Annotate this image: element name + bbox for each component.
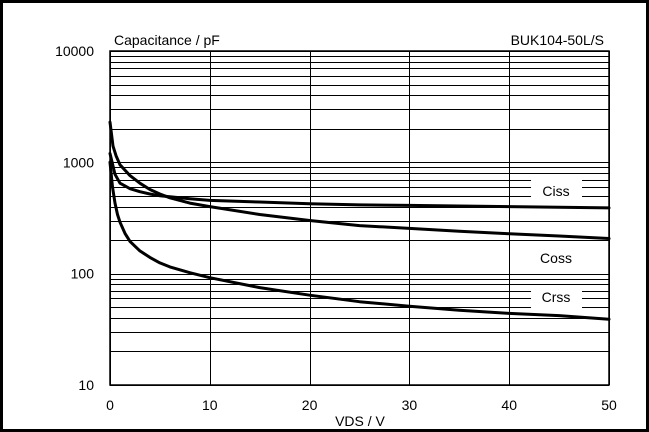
- tick-labels: 0 10 20 30 40 50 10 100 1000 10000: [55, 43, 617, 413]
- series-line-ciss: [108, 152, 611, 210]
- x-tick-label-20: 20: [302, 397, 318, 413]
- x-tick-label-0: 0: [106, 397, 114, 413]
- ciss-label-mask: [531, 177, 582, 203]
- plot-frame: [109, 50, 610, 386]
- x-tick-label-30: 30: [402, 397, 418, 413]
- series-curves: [108, 120, 611, 321]
- x-tick-label-40: 40: [501, 397, 517, 413]
- chart-title: BUK104-50L/S: [511, 32, 604, 48]
- x-tick-label-50: 50: [601, 397, 617, 413]
- y-tick-label-100: 100: [71, 266, 95, 282]
- y-tick-label-10: 10: [78, 377, 94, 393]
- series-label-coss: Coss: [540, 250, 572, 266]
- series-line-coss: [108, 120, 611, 240]
- x-axis-label: VDS / V: [335, 413, 385, 429]
- y-tick-label-1000: 1000: [63, 154, 94, 170]
- series-line-crss: [108, 160, 611, 321]
- ylabel-mask: [111, 31, 281, 49]
- y-tick-label-10000: 10000: [55, 43, 94, 59]
- series-label-ciss: Ciss: [542, 183, 569, 199]
- series-label-crss: Crss: [542, 289, 571, 305]
- x-tick-label-10: 10: [202, 397, 218, 413]
- coss-label-mask: [531, 246, 582, 270]
- y-axis-label: Capacitance / pF: [114, 32, 220, 48]
- crss-label-mask: [531, 285, 582, 310]
